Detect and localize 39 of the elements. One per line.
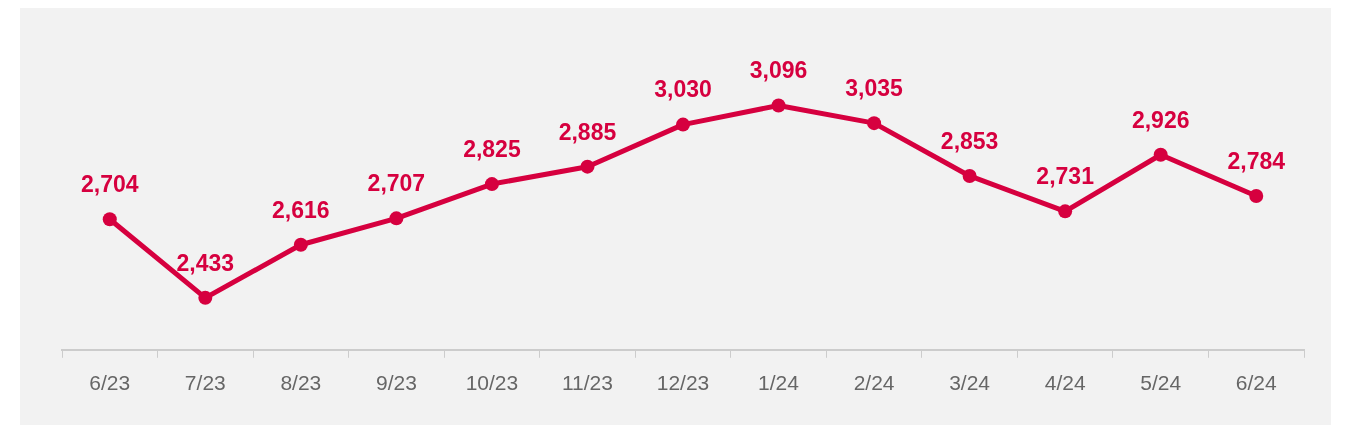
x-tick-label: 2/24: [853, 371, 895, 395]
data-label: 2,853: [940, 127, 999, 154]
x-tick-label: 12/23: [656, 371, 710, 395]
data-label: 3,096: [749, 57, 808, 84]
x-tick-label: 6/24: [1235, 371, 1277, 395]
point: [1153, 147, 1168, 162]
data-label: 2,704: [80, 171, 139, 198]
point: [389, 211, 404, 226]
x-tick-label: 11/23: [561, 371, 613, 395]
data-label: 2,885: [558, 118, 617, 145]
x-tick-label: 5/24: [1140, 371, 1182, 395]
point: [198, 290, 213, 305]
x-tick-label: 9/23: [375, 371, 417, 395]
data-label: 2,926: [1131, 106, 1190, 133]
data-label: 2,707: [367, 170, 426, 197]
data-label: 3,030: [654, 76, 712, 103]
point: [580, 159, 595, 174]
point: [676, 117, 690, 132]
point: [1249, 188, 1264, 203]
point: [484, 177, 499, 192]
point: [771, 98, 786, 113]
data-label: 2,616: [272, 196, 330, 223]
x-tick-label: 7/23: [184, 371, 226, 395]
data-label: 2,731: [1036, 163, 1095, 190]
x-tick-label: 3/24: [949, 371, 991, 395]
x-tick-label: 10/23: [465, 371, 519, 395]
point: [867, 116, 882, 131]
point: [1058, 204, 1073, 219]
data-label: 2,433: [176, 249, 235, 276]
data-label: 2,784: [1227, 147, 1286, 174]
data-label: 3,035: [845, 74, 904, 101]
x-tick-label: 8/23: [280, 371, 322, 395]
point: [293, 237, 308, 252]
point: [962, 168, 977, 183]
point: [102, 212, 117, 227]
x-tick-label: 1/24: [758, 371, 800, 395]
data-label: 2,825: [463, 135, 521, 162]
x-tick-label: 6/23: [89, 371, 131, 395]
x-tick-label: 4/24: [1044, 371, 1086, 395]
